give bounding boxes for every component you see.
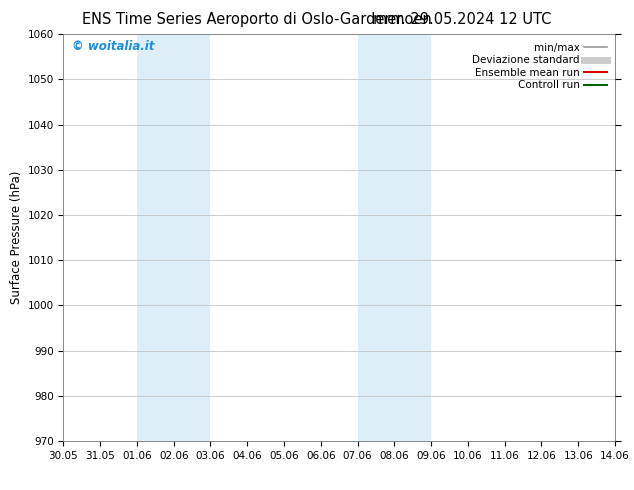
Y-axis label: Surface Pressure (hPa): Surface Pressure (hPa)	[10, 171, 23, 304]
Legend: min/max, Deviazione standard, Ensemble mean run, Controll run: min/max, Deviazione standard, Ensemble m…	[469, 40, 610, 94]
Bar	[358, 34, 431, 441]
Bar	[137, 34, 210, 441]
Text: mer. 29.05.2024 12 UTC: mer. 29.05.2024 12 UTC	[373, 12, 552, 27]
Text: © woitalia.it: © woitalia.it	[72, 40, 154, 53]
Text: ENS Time Series Aeroporto di Oslo-Gardermoen: ENS Time Series Aeroporto di Oslo-Garder…	[82, 12, 432, 27]
